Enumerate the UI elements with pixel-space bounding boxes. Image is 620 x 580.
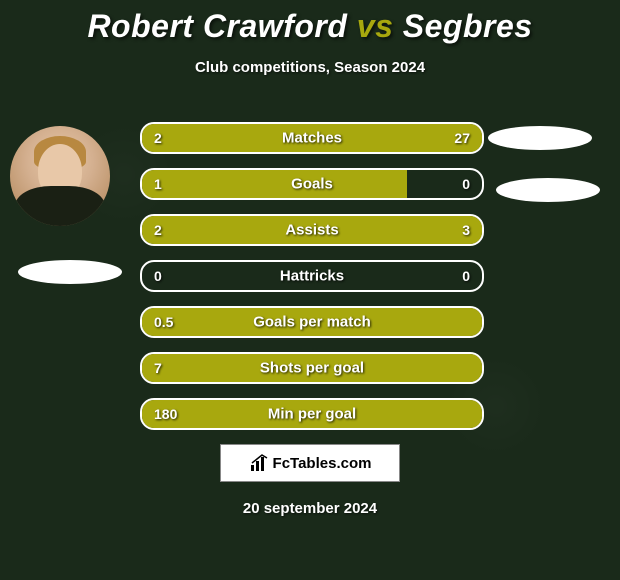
stats-bars: Matches227Goals10Assists23Hattricks00Goa…: [140, 122, 484, 444]
stat-value-right: 3: [462, 222, 470, 238]
stat-row: Min per goal 180: [140, 398, 484, 430]
bar-fill-left: [142, 216, 278, 244]
source-logo: FcTables.com: [220, 444, 400, 482]
stat-label: Goals: [291, 176, 333, 193]
team-badge-left: [18, 260, 122, 284]
stat-value-left: 2: [154, 222, 162, 238]
bar-fill-left: [142, 170, 407, 198]
stat-value-right: 0: [462, 176, 470, 192]
player2-name: Segbres: [403, 8, 533, 44]
stat-value-left: 7: [154, 360, 162, 376]
stat-value-right: 27: [454, 130, 470, 146]
comparison-card: Robert Crawford vs Segbres Club competit…: [0, 0, 620, 580]
subtitle: Club competitions, Season 2024: [0, 59, 620, 76]
stat-row: Goals per match 0.5: [140, 306, 484, 338]
page-title: Robert Crawford vs Segbres: [0, 8, 620, 45]
stat-label: Shots per goal: [260, 360, 364, 377]
stat-value-right: 0: [462, 268, 470, 284]
vs-separator: vs: [357, 8, 394, 44]
stat-label: Hattricks: [280, 268, 344, 285]
stat-label: Min per goal: [268, 406, 356, 423]
stat-row: Hattricks 0 0: [140, 260, 484, 292]
stat-value-left: 180: [154, 406, 177, 422]
team-badge-right: [496, 178, 600, 202]
player1-name: Robert Crawford: [87, 8, 347, 44]
stat-value-left: 0: [154, 268, 162, 284]
source-logo-text: FcTables.com: [273, 455, 372, 472]
stat-label: Assists: [285, 222, 338, 239]
stat-row: Matches 2 27: [140, 122, 484, 154]
player2-avatar-placeholder: [488, 126, 592, 150]
date-label: 20 september 2024: [243, 500, 377, 517]
player1-avatar: [10, 126, 110, 226]
stat-row: Shots per goal 7: [140, 352, 484, 384]
stat-value-left: 0.5: [154, 314, 173, 330]
stat-label: Goals per match: [253, 314, 371, 331]
stat-value-left: 1: [154, 176, 162, 192]
chart-icon: [249, 453, 269, 473]
stat-label: Matches: [282, 130, 342, 147]
stat-value-left: 2: [154, 130, 162, 146]
stat-row: Assists 2 3: [140, 214, 484, 246]
stat-row: Goals 1 0: [140, 168, 484, 200]
